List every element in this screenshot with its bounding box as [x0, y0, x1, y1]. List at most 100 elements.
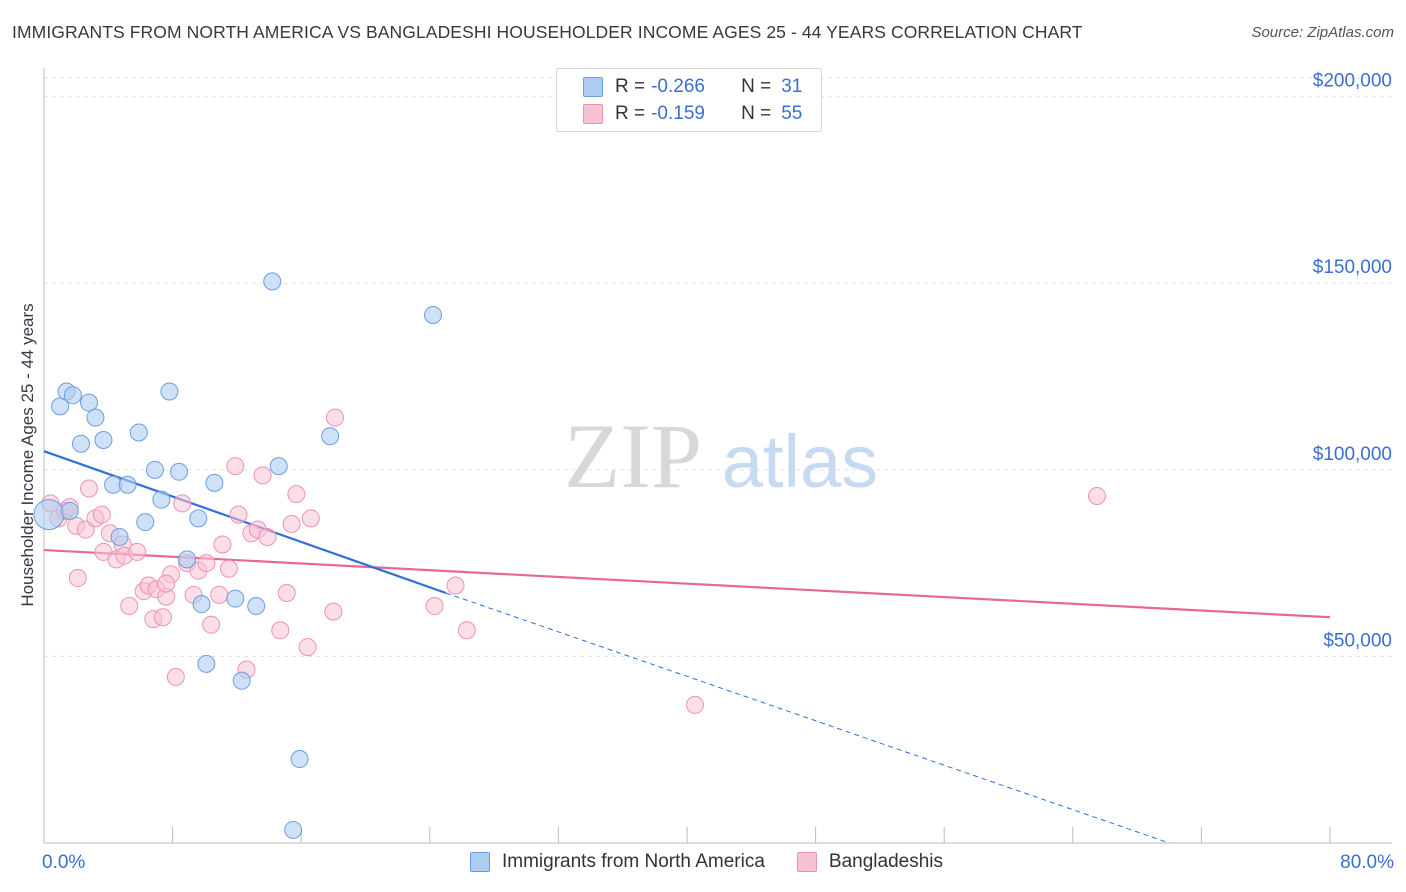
data-point-bangladeshis — [287, 485, 306, 504]
data-point-bangladeshis — [271, 621, 290, 640]
trend-lines — [43, 450, 1331, 844]
legend-label-north-america: Immigrants from North America — [502, 851, 765, 872]
y-axis-label: Householder Income Ages 25 - 44 years — [18, 303, 37, 607]
y-tick-label: $150,000 — [1313, 257, 1392, 278]
data-point-bangladeshis — [282, 514, 301, 533]
data-point-north-america — [178, 550, 197, 569]
trend-line-bangladeshis — [43, 548, 1331, 619]
watermark-atlas: atlas — [722, 420, 878, 503]
watermark-zip: ZIP — [564, 405, 702, 507]
data-point-north-america — [80, 393, 99, 412]
data-point-north-america — [321, 427, 340, 446]
legend-swatch-pink — [796, 852, 817, 872]
data-point-bangladeshis — [446, 576, 465, 595]
legend-row-north-america: R = -0.266 N = 31 — [583, 75, 802, 99]
data-point-north-america — [170, 462, 189, 481]
data-point-north-america — [152, 490, 171, 509]
y-tick-labels: $50,000 $100,000 $150,000 $200,000 — [1313, 71, 1392, 652]
data-point-north-america — [71, 434, 90, 453]
data-point-bangladeshis — [128, 542, 147, 561]
x-tick-min: 0.0% — [42, 852, 86, 873]
data-point-bangladeshis — [166, 667, 185, 686]
data-point-north-america — [118, 475, 137, 494]
data-point-bangladeshis — [1087, 486, 1106, 505]
legend-r-label: R = — [615, 103, 646, 124]
axes — [43, 68, 1392, 844]
data-point-bangladeshis — [202, 615, 221, 634]
data-point-bangladeshis — [173, 494, 192, 513]
legend-r-value: -0.266 — [651, 76, 705, 97]
data-point-bangladeshis — [213, 535, 232, 554]
legend-item-north-america[interactable]: Immigrants from North America — [470, 851, 765, 873]
data-point-north-america — [197, 654, 216, 673]
series-legend: Immigrants from North America Bangladesh… — [470, 851, 975, 873]
data-point-bangladeshis — [253, 466, 272, 485]
data-point-bangladeshis — [157, 574, 176, 593]
data-point-bangladeshis — [68, 569, 87, 588]
data-point-north-america — [145, 460, 164, 479]
data-point-north-america — [205, 473, 224, 492]
data-point-north-america — [424, 305, 443, 324]
legend-n-value: 55 — [781, 103, 803, 124]
data-point-north-america — [33, 499, 65, 531]
legend-n-value: 31 — [781, 76, 803, 97]
data-point-bangladeshis — [324, 602, 343, 621]
data-point-bangladeshis — [457, 621, 476, 640]
legend-r-label: R = — [615, 76, 646, 97]
data-point-north-america — [232, 671, 251, 690]
data-point-bangladeshis — [219, 559, 238, 578]
data-point-north-america — [136, 513, 155, 532]
gridlines — [44, 77, 1392, 657]
legend-label-bangladeshis: Bangladeshis — [828, 851, 943, 872]
data-point-bangladeshis — [197, 554, 216, 573]
legend-swatch-blue — [470, 852, 490, 872]
data-point-north-america — [263, 272, 282, 291]
data-point-bangladeshis — [425, 597, 444, 616]
data-point-north-america — [94, 430, 113, 449]
data-point-bangladeshis — [277, 583, 296, 602]
watermark: ZIP atlas — [564, 405, 878, 507]
data-point-bangladeshis — [325, 408, 344, 427]
legend-item-bangladeshis[interactable]: Bangladeshis — [796, 851, 943, 873]
data-point-north-america — [110, 528, 129, 546]
data-point-north-america — [63, 386, 82, 405]
data-points — [33, 272, 1106, 839]
data-point-north-america — [284, 820, 303, 839]
data-point-north-america — [290, 750, 309, 769]
data-point-bangladeshis — [120, 597, 139, 616]
chart-title: IMMIGRANTS FROM NORTH AMERICA VS BANGLAD… — [12, 22, 1083, 42]
data-point-bangladeshis — [686, 695, 705, 714]
data-point-north-america — [269, 457, 288, 476]
data-point-north-america — [247, 597, 266, 616]
data-point-north-america — [226, 589, 245, 608]
data-point-bangladeshis — [226, 457, 245, 476]
data-point-bangladeshis — [258, 528, 277, 546]
legend-r-value: -0.159 — [651, 103, 705, 124]
legend-swatch-blue — [583, 77, 603, 97]
data-point-bangladeshis — [301, 509, 320, 528]
data-point-bangladeshis — [298, 638, 317, 657]
data-point-north-america — [60, 501, 79, 520]
trend-line-north-america — [43, 450, 447, 595]
data-point-north-america — [129, 423, 148, 442]
legend-n-label: N = — [741, 103, 772, 124]
legend-n-label: N = — [741, 76, 772, 97]
source-label: Source: ZipAtlas.com — [1251, 24, 1394, 41]
data-point-bangladeshis — [80, 479, 99, 498]
data-point-bangladeshis — [229, 505, 248, 524]
data-point-north-america — [189, 509, 208, 528]
trend-line-north-america-extrapolated — [445, 592, 1170, 844]
data-point-bangladeshis — [153, 608, 172, 627]
data-point-north-america — [51, 397, 70, 416]
data-point-bangladeshis — [210, 585, 229, 604]
y-tick-label: $200,000 — [1313, 71, 1392, 92]
y-tick-label: $50,000 — [1323, 630, 1392, 651]
legend-swatch-pink — [583, 104, 603, 124]
data-point-north-america — [192, 595, 211, 614]
data-point-north-america — [160, 382, 179, 401]
data-point-north-america — [86, 408, 105, 427]
data-point-bangladeshis — [92, 505, 111, 524]
x-tick-max: 80.0% — [1340, 852, 1394, 873]
correlation-legend: R = -0.266 N = 31 R = -0.159 N = 55 — [556, 68, 822, 132]
